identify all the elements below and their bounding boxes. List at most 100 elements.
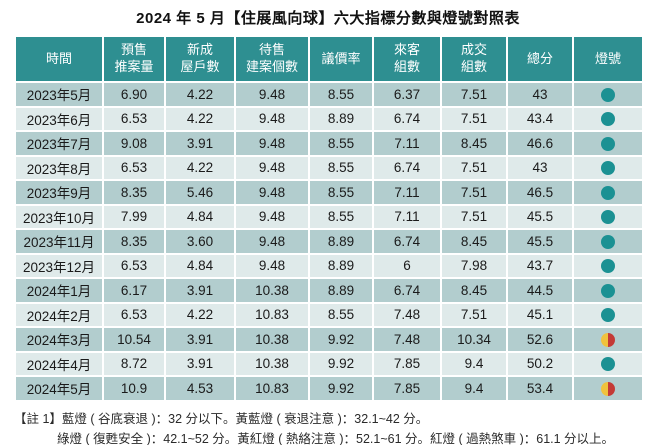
score-cell: 9.08 (102, 130, 166, 157)
table-row: 2023年10月 7.99 4.84 9.48 8.55 7.11 7.51 45.5 (14, 203, 644, 230)
score-cell: 7.51 (440, 179, 508, 206)
light-cell (572, 154, 644, 181)
score-cell: 7.51 (440, 81, 508, 108)
score-cell: 4.84 (164, 252, 236, 279)
table-row: 2023年5月 6.90 4.22 9.48 8.55 6.37 7.51 43 (14, 81, 644, 108)
score-cell: 9.48 (234, 154, 310, 181)
score-cell: 7.99 (102, 203, 166, 230)
score-cell: 9.92 (308, 375, 374, 402)
column-header: 待售 建案個數 (234, 35, 310, 83)
score-cell: 43.4 (506, 105, 574, 132)
score-cell: 50.2 (506, 350, 574, 377)
light-cell (572, 228, 644, 255)
time-cell: 2024年1月 (14, 277, 104, 304)
column-header: 時間 (14, 35, 104, 83)
score-cell: 8.45 (440, 130, 508, 157)
column-header: 預售 推案量 (102, 35, 166, 83)
green-light-icon (601, 357, 615, 372)
score-cell: 9.4 (440, 375, 508, 402)
footnote-line-2: 綠燈 ( 復甦安全 )：42.1~52 分。黃紅燈 ( 熱絡注意 )：52.1~… (57, 431, 615, 445)
score-cell: 45.5 (506, 228, 574, 255)
score-cell: 45.5 (506, 203, 574, 230)
score-cell: 6.74 (372, 154, 442, 181)
yellow-red-light-icon (601, 332, 615, 347)
footnote-line-1: 【註 1】藍燈 ( 谷底衰退 )：32 分以下。黃藍燈 ( 衰退注意 )：32.… (14, 411, 429, 426)
score-cell: 43.7 (506, 252, 574, 279)
score-cell: 9.48 (234, 81, 310, 108)
table-row: 2024年2月 6.53 4.22 10.83 8.55 7.48 7.51 45.1 (14, 301, 644, 328)
score-cell: 8.55 (308, 179, 374, 206)
score-cell: 7.11 (372, 179, 442, 206)
score-cell: 3.91 (164, 130, 236, 157)
score-cell: 10.9 (102, 375, 166, 402)
table-row: 2024年3月 10.54 3.91 10.38 9.92 7.48 10.34 52.6 (14, 326, 644, 353)
light-cell (572, 105, 644, 132)
light-cell (572, 277, 644, 304)
score-cell: 9.92 (308, 326, 374, 353)
score-cell: 52.6 (506, 326, 574, 353)
score-cell: 7.51 (440, 154, 508, 181)
indicator-table: 時間 預售 推案量 新成 屋戶數 待售 建案個數 議價率 來客 組數 成交 組數 總分 燈號 2… (14, 35, 644, 402)
score-cell: 8.89 (308, 105, 374, 132)
score-cell: 10.38 (234, 326, 310, 353)
score-cell: 4.22 (164, 105, 236, 132)
score-cell: 8.35 (102, 179, 166, 206)
score-cell: 10.38 (234, 350, 310, 377)
light-cell (572, 203, 644, 230)
score-cell: 9.48 (234, 105, 310, 132)
score-cell: 10.83 (234, 301, 310, 328)
time-cell: 2023年7月 (14, 130, 104, 157)
light-cell (572, 350, 644, 377)
score-cell: 7.51 (440, 105, 508, 132)
score-cell: 8.72 (102, 350, 166, 377)
table-row: 2023年8月 6.53 4.22 9.48 8.55 6.74 7.51 43 (14, 154, 644, 181)
score-cell: 8.45 (440, 277, 508, 304)
score-cell: 44.5 (506, 277, 574, 304)
score-cell: 7.48 (372, 326, 442, 353)
score-cell: 9.48 (234, 203, 310, 230)
score-cell: 4.53 (164, 375, 236, 402)
score-cell: 6.53 (102, 301, 166, 328)
score-cell: 43 (506, 154, 574, 181)
column-header: 議價率 (308, 35, 374, 83)
score-cell: 6.74 (372, 105, 442, 132)
time-cell: 2023年10月 (14, 203, 104, 230)
score-cell: 45.1 (506, 301, 574, 328)
header-row: 時間 預售 推案量 新成 屋戶數 待售 建案個數 議價率 來客 組數 成交 組數 總分 燈號 (14, 35, 644, 83)
score-cell: 43 (506, 81, 574, 108)
table-row: 2024年1月 6.17 3.91 10.38 8.89 6.74 8.45 44.5 (14, 277, 644, 304)
table-row: 2023年12月 6.53 4.84 9.48 8.89 6 7.98 43.7 (14, 252, 644, 279)
green-light-icon (601, 259, 615, 274)
score-cell: 9.48 (234, 179, 310, 206)
score-cell: 6.53 (102, 252, 166, 279)
table-body: 2023年5月 6.90 4.22 9.48 8.55 6.37 7.51 43 2023年6月… (14, 81, 644, 402)
score-cell: 7.85 (372, 375, 442, 402)
score-cell: 7.51 (440, 301, 508, 328)
score-cell: 8.55 (308, 203, 374, 230)
page-title: 2024 年 5 月【住展風向球】六大指標分數與燈號對照表 (136, 10, 520, 27)
score-cell: 10.54 (102, 326, 166, 353)
score-cell: 4.22 (164, 154, 236, 181)
green-light-icon (601, 283, 615, 298)
column-header: 成交 組數 (440, 35, 508, 83)
score-cell: 8.55 (308, 130, 374, 157)
score-cell: 6.74 (372, 228, 442, 255)
score-cell: 3.60 (164, 228, 236, 255)
column-header: 新成 屋戶數 (164, 35, 236, 83)
score-cell: 8.45 (440, 228, 508, 255)
green-light-icon (601, 308, 615, 323)
time-cell: 2023年9月 (14, 179, 104, 206)
score-cell: 6.17 (102, 277, 166, 304)
time-cell: 2023年12月 (14, 252, 104, 279)
time-cell: 2023年5月 (14, 81, 104, 108)
time-cell: 2024年4月 (14, 350, 104, 377)
score-cell: 10.83 (234, 375, 310, 402)
column-header: 來客 組數 (372, 35, 442, 83)
score-cell: 6.53 (102, 154, 166, 181)
light-cell (572, 252, 644, 279)
table-header: 時間 預售 推案量 新成 屋戶數 待售 建案個數 議價率 來客 組數 成交 組數 總分 燈號 (14, 35, 644, 83)
table-row: 2024年4月 8.72 3.91 10.38 9.92 7.85 9.4 50.2 (14, 350, 644, 377)
score-cell: 7.98 (440, 252, 508, 279)
score-cell: 9.48 (234, 130, 310, 157)
score-cell: 6 (372, 252, 442, 279)
